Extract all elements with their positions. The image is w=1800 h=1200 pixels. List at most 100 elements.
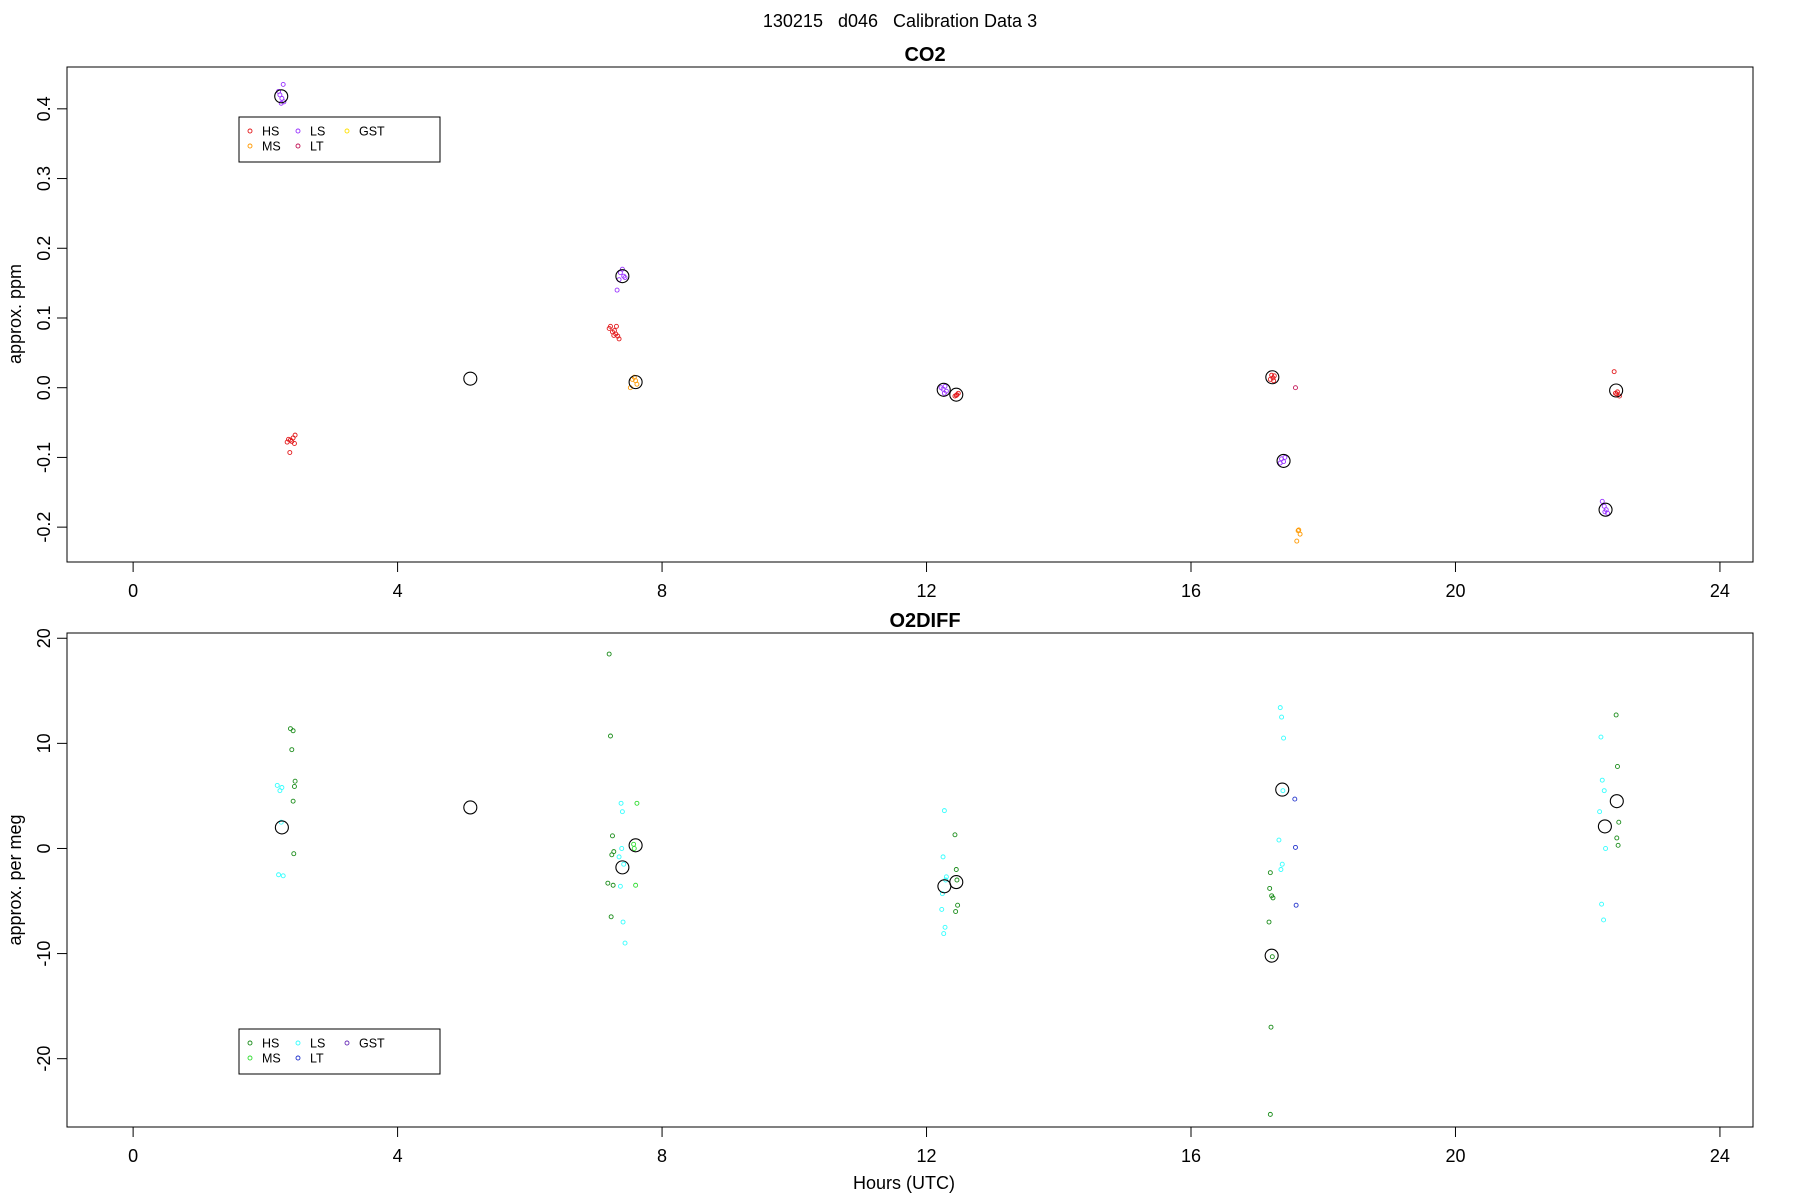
o2diff-legend-label-ls: LS [310,1037,325,1051]
o2diff-point-hs [953,867,959,872]
o2diff-legend-key-gst [344,1040,350,1046]
co2-legend-label-ms: MS [262,140,281,154]
co2-x-tick-label: 20 [1445,581,1465,601]
o2diff-point-hs [608,914,614,920]
o2diff-point-hs [608,733,613,739]
o2diff-point-ls [274,782,280,788]
o2diff-legend-label-lt: LT [310,1052,324,1066]
co2-point-ls [941,390,947,396]
o2diff-point-ls [619,846,625,851]
co2-y-tick-label: 0.0 [34,375,54,400]
o2diff-point-ms [634,800,640,806]
o2diff-y-axis-label: approx. per meg [5,814,25,945]
o2diff-point-hs [952,832,958,838]
o2diff-mean-marker [1275,782,1290,797]
x-axis-label: Hours (UTC) [853,1173,955,1193]
o2diff-point-ls [279,785,285,790]
o2diff-legend-label-hs: HS [262,1037,279,1051]
co2-mean-marker [936,382,951,397]
co2-legend-label-ls: LS [310,125,325,139]
co2-x-tick-label: 8 [657,581,667,601]
o2diff-point-hs [606,651,612,657]
o2diff-x-tick-label: 8 [657,1146,667,1166]
o2diff-point-hs [1270,895,1276,901]
co2-mean-marker [628,375,643,390]
co2-point-ls [281,99,287,105]
co2-point-ls [1277,460,1283,466]
co2-mean-marker [463,371,478,386]
co2-point-hs [1611,369,1617,375]
o2diff-point-hs [609,852,615,858]
co2-point-ls [622,275,628,280]
o2diff-point-hs [289,747,295,753]
o2diff-point-ls [280,873,286,879]
o2diff-point-hs [1268,1024,1274,1030]
o2diff-y-tick-label: -10 [34,941,54,967]
co2-mean-marker [949,387,964,402]
co2-point-hs [289,438,295,444]
o2diff-point-hs [292,778,298,784]
co2-mean-marker [1609,383,1624,398]
o2diff-legend-key-hs [247,1040,253,1046]
co2-legend-label-lt: LT [310,140,324,154]
co2-point-ms [1296,527,1302,533]
co2-point-hs [954,392,960,398]
o2diff-legend-label-ms: MS [262,1052,281,1066]
o2diff-point-ls [1279,714,1285,720]
co2-point-ls [280,81,286,87]
o2diff-point-ls [941,808,947,814]
o2diff-mean-marker [1597,819,1612,834]
co2-point-hs [613,323,619,329]
o2diff-point-ls [1281,735,1287,741]
o2diff-point-lt [1293,844,1298,850]
o2diff-point-ms [633,882,639,888]
co2-point-ms [1297,531,1303,537]
o2diff-point-hs [1266,919,1272,925]
o2diff-point-ls [1598,734,1604,740]
o2diff-point-hs [955,902,961,908]
co2-mean-marker [1265,370,1280,385]
co2-legend-key-gst [344,128,350,134]
co2-point-ls [619,266,625,272]
co2-y-tick-label: -0.2 [34,512,54,543]
o2diff-point-ls [621,861,627,867]
co2-point-hs [606,325,612,331]
o2diff-legend-key-lt [295,1055,301,1061]
co2-point-ms [1295,528,1301,534]
co2-point-ls [1282,454,1288,460]
co2-point-lt [1293,385,1298,391]
co2-point-ls [279,95,285,101]
o2diff-mean-marker [274,820,289,835]
co2-point-ls [1602,509,1608,515]
o2diff-point-hs [610,882,616,888]
o2diff-x-tick-label: 4 [393,1146,403,1166]
co2-point-hs [287,450,293,455]
co2-legend-key-lt [295,143,301,149]
co2-point-hs [1271,373,1277,379]
co2-mean-marker [1276,453,1291,468]
o2diff-point-hs [1267,885,1273,891]
o2diff-mean-marker [1264,948,1279,963]
o2diff-point-ls [941,931,947,937]
o2diff-y-tick-label: -20 [34,1046,54,1072]
o2diff-x-tick-label: 12 [917,1146,937,1166]
co2-legend-box [238,116,441,163]
o2diff-point-hs [605,880,611,886]
o2diff-mean-marker [628,838,643,853]
co2-legend-label-hs: HS [262,125,279,139]
o2diff-point-lt [1293,902,1299,908]
co2-legend-key-ls [295,128,301,134]
o2diff-point-hs [290,728,296,734]
co2-mean-marker [274,89,289,104]
co2-point-hs [953,392,959,398]
co2-point-hs [286,436,291,442]
o2diff-point-hs [1267,870,1273,876]
o2diff-point-ls [1603,846,1609,851]
co2-y-tick-label: 0.2 [34,236,54,261]
co2-point-ls [1605,510,1610,516]
co2-y-tick-label: 0.3 [34,166,54,191]
o2diff-point-hs [610,833,615,839]
co2-x-tick-label: 16 [1181,581,1201,601]
